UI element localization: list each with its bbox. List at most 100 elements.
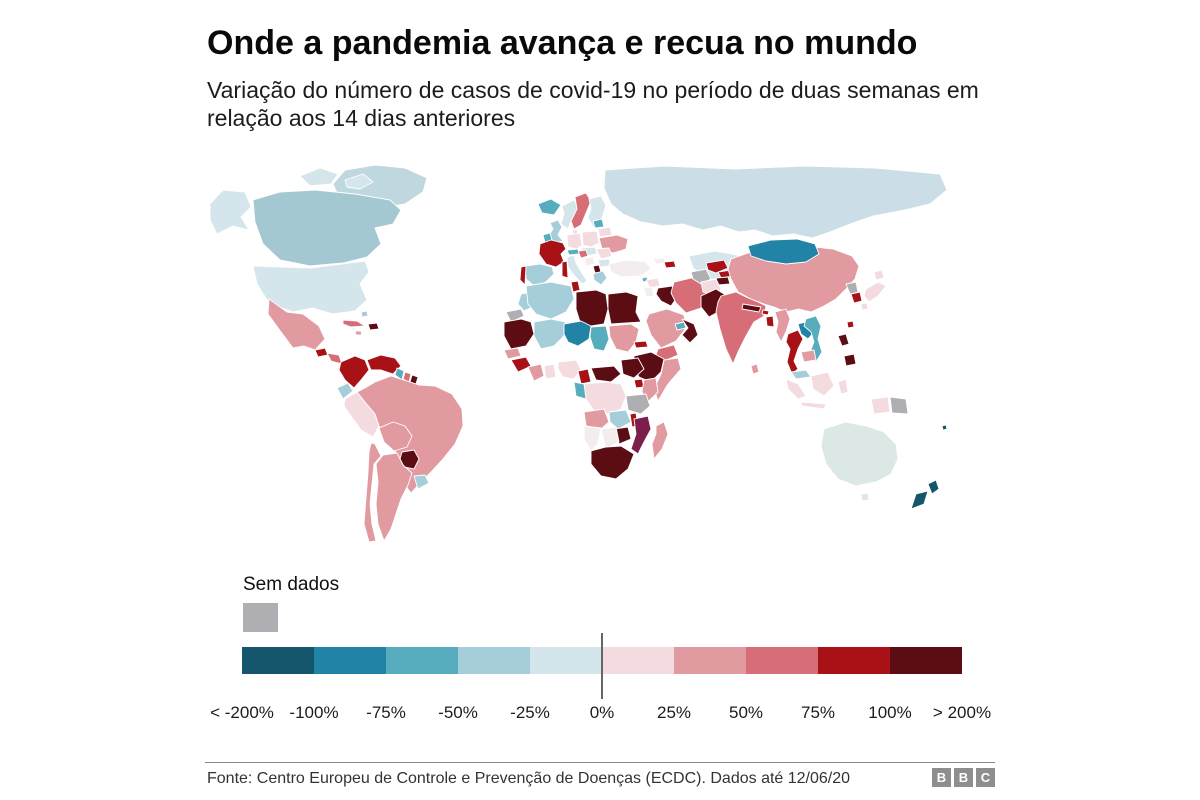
region-turkey — [608, 259, 652, 278]
scale-segment — [818, 647, 890, 674]
scale-segment — [530, 647, 602, 674]
region-uruguay — [413, 474, 430, 490]
region-somalia — [653, 357, 682, 402]
region-indonesia — [785, 378, 807, 400]
region-eritrea — [633, 340, 649, 349]
region-senegal — [503, 347, 522, 360]
region-italy — [566, 254, 588, 285]
region-france — [538, 239, 567, 268]
scale-label: 100% — [868, 703, 912, 722]
region-norway — [560, 199, 580, 230]
region-bhutan — [761, 309, 770, 316]
region-botswana — [600, 426, 620, 450]
region-hispaniola — [367, 322, 380, 331]
region-croatia — [577, 249, 589, 259]
region-thailand — [785, 329, 804, 375]
region-guinea — [510, 356, 532, 373]
region-tanzania — [625, 393, 651, 415]
scale-label: 75% — [800, 703, 836, 722]
region-nepal — [741, 303, 762, 313]
scale-segment — [386, 647, 458, 674]
region-libya — [575, 289, 609, 327]
region-canadian-arctic-west — [299, 167, 339, 187]
region-syria — [645, 277, 661, 289]
bbc-logo-block: C — [976, 768, 995, 787]
region-fiji — [941, 424, 948, 431]
region-cuba — [342, 319, 366, 328]
scale-label: 25% — [656, 703, 692, 722]
region-philippines — [837, 333, 850, 347]
region-alaska — [209, 189, 252, 235]
region-spain — [524, 263, 555, 287]
region-azerbaijan-armenia — [663, 260, 677, 269]
region-bolivia — [378, 421, 413, 452]
region-japan — [873, 269, 885, 281]
scale-label: -50% — [438, 703, 478, 722]
region-drc — [583, 381, 627, 415]
region-new-zealand-north — [927, 479, 940, 495]
region-uk — [548, 219, 564, 244]
region-israel-jordan — [643, 286, 655, 298]
scale-label: -100% — [289, 703, 339, 722]
scale-segment — [458, 647, 530, 674]
region-niger — [563, 320, 592, 347]
region-malaysia — [790, 369, 812, 380]
region-bangladesh — [765, 315, 775, 328]
scale-segment — [242, 647, 314, 674]
region-new-zealand-south — [910, 490, 929, 510]
scale-label: < -200% — [210, 703, 274, 722]
scale-labels: < -200% -100% -75% -50% -25% 0% 25% 50% 75% 100% >… — [210, 703, 991, 725]
region-sudan — [608, 323, 640, 353]
region-western-sahara — [505, 308, 525, 323]
region-myanmar — [774, 308, 791, 343]
region-indonesia — [810, 371, 835, 397]
color-scale — [242, 647, 962, 674]
region-zambia — [608, 409, 632, 430]
scale-label: -75% — [366, 703, 406, 722]
region-sweden — [570, 192, 592, 230]
region-cameroon — [577, 368, 592, 385]
region-chile — [363, 442, 382, 543]
no-data-swatch — [243, 603, 278, 632]
region-australia — [820, 421, 899, 487]
page-title: Onde a pandemia avança e recua no mundo — [207, 24, 918, 62]
scale-label: 0% — [589, 703, 615, 722]
region-romania — [595, 247, 613, 260]
region-mali — [533, 318, 567, 350]
footer-divider — [205, 762, 995, 763]
region-canada — [252, 189, 402, 267]
region-guatemala — [314, 347, 329, 358]
bbc-logo-block: B — [932, 768, 951, 787]
region-austria-switzerland — [566, 248, 580, 256]
region-north-korea — [845, 281, 859, 295]
region-congo-gabon — [573, 381, 587, 400]
region-vietnam — [803, 315, 823, 363]
region-nigeria — [557, 359, 582, 380]
source-text: Fonte: Centro Europeu de Controle e Prev… — [207, 770, 851, 787]
region-honduras-nicaragua — [326, 352, 343, 365]
region-ghana — [543, 363, 557, 380]
region-germany — [566, 232, 583, 250]
scale-segment — [890, 647, 962, 674]
region-tunisia — [570, 280, 581, 293]
region-papua-new-guinea — [889, 396, 909, 415]
region-saudi-arabia — [645, 308, 687, 349]
scale-segment — [746, 647, 818, 674]
page-subtitle: Variação do número de casos de covid-19 … — [207, 77, 979, 131]
region-uzbekistan — [705, 259, 729, 274]
zero-tick — [601, 633, 603, 699]
scale-segment — [314, 647, 386, 674]
region-yemen — [655, 344, 679, 362]
region-algeria — [525, 281, 575, 320]
region-oman — [681, 318, 699, 344]
region-ecuador — [336, 382, 354, 400]
scale-label: > 200% — [932, 703, 992, 722]
region-japan — [860, 302, 869, 311]
region-baltics — [592, 218, 605, 229]
region-poland — [581, 230, 600, 248]
scale-segment — [602, 647, 674, 674]
world-map — [209, 164, 948, 543]
region-chad — [589, 325, 610, 352]
